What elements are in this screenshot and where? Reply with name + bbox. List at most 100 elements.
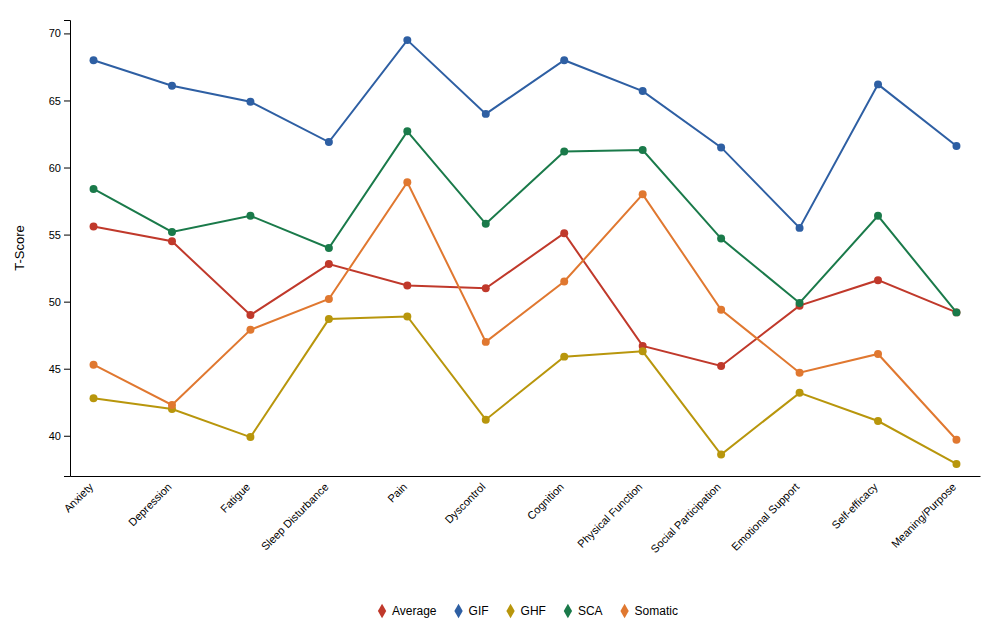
chart: 40455055606570AnxietyDepressionFatigueSl…	[0, 0, 1000, 636]
x-tick-label: Meaning/Purpose	[889, 480, 958, 549]
y-tick-label: 45	[49, 363, 61, 375]
series-marker	[325, 260, 333, 268]
series-marker	[90, 185, 98, 193]
series-marker	[952, 142, 960, 150]
series-marker	[874, 350, 882, 358]
series-marker	[90, 56, 98, 64]
x-tick-label: Depression	[126, 480, 174, 528]
series-marker	[639, 87, 647, 95]
series-marker	[560, 353, 568, 361]
y-tick: 60	[49, 162, 70, 174]
series-marker	[952, 308, 960, 316]
x-tick: Social Participation	[648, 480, 723, 555]
series-marker	[639, 146, 647, 154]
series	[90, 223, 961, 370]
y-tick-label: 55	[49, 229, 61, 241]
plot-area: 40455055606570AnxietyDepressionFatigueSl…	[12, 21, 981, 556]
y-tick-mark	[64, 33, 70, 34]
legend-label: GHF	[521, 604, 546, 618]
series-marker	[796, 369, 804, 377]
x-axis-line	[71, 476, 981, 477]
series-marker	[639, 347, 647, 355]
series-marker	[325, 315, 333, 323]
y-tick: 50	[49, 296, 70, 308]
y-tick: 45	[49, 363, 70, 375]
series-marker	[482, 416, 490, 424]
series-marker	[246, 311, 254, 319]
x-tick-label: Physical Function	[575, 480, 644, 549]
x-tick-label: Pain	[385, 480, 409, 504]
x-tick-label: Sleep Disturbance	[259, 480, 331, 552]
series-marker	[246, 212, 254, 220]
series-marker	[403, 282, 411, 290]
x-tick-label: Anxiety	[61, 480, 95, 514]
x-tick: Depression	[126, 480, 174, 528]
series-marker	[168, 401, 176, 409]
y-axis-title: T-Score	[12, 225, 27, 271]
series-marker	[325, 138, 333, 146]
x-tick: Physical Function	[575, 480, 644, 549]
x-tick: Anxiety	[61, 480, 95, 514]
legend-label: Somatic	[635, 604, 678, 618]
series-marker	[717, 143, 725, 151]
legend-label: SCA	[578, 604, 603, 618]
x-tick-label: Social Participation	[648, 480, 723, 555]
series-marker	[796, 224, 804, 232]
series-marker	[560, 229, 568, 237]
x-tick: Dyscontrol	[442, 480, 487, 525]
series-line	[94, 316, 957, 464]
series-marker	[90, 361, 98, 369]
series-marker	[717, 362, 725, 370]
data-marks	[90, 36, 961, 468]
series-marker	[796, 389, 804, 397]
series-marker	[482, 220, 490, 228]
series-marker	[639, 190, 647, 198]
series-marker	[168, 228, 176, 236]
series-marker	[90, 223, 98, 231]
y-tick-mark	[64, 168, 70, 169]
series	[90, 312, 961, 468]
series	[90, 36, 961, 232]
series-marker	[796, 299, 804, 307]
series-line	[94, 40, 957, 228]
legend-item: GHF	[506, 604, 546, 618]
series-marker	[90, 394, 98, 402]
y-tick-label: 65	[49, 94, 61, 106]
series-marker	[482, 110, 490, 118]
legend-item: GIF	[454, 604, 488, 618]
series-marker	[717, 306, 725, 314]
x-tick: Pain	[385, 480, 409, 504]
y-tick: 65	[49, 94, 70, 106]
series-marker	[952, 460, 960, 468]
legend-swatch	[506, 604, 514, 618]
x-tick-label: Self-efficacy	[829, 480, 880, 531]
y-tick-mark	[64, 369, 70, 370]
series-marker	[403, 127, 411, 135]
y-tick-label: 50	[49, 296, 61, 308]
y-tick-label: 70	[49, 27, 61, 39]
series-line	[94, 182, 957, 440]
series-marker	[482, 284, 490, 292]
legend-label: GIF	[469, 604, 489, 618]
y-tick-mark	[64, 100, 70, 101]
series-marker	[874, 276, 882, 284]
series-marker	[717, 235, 725, 243]
series-marker	[246, 433, 254, 441]
series-marker	[325, 295, 333, 303]
y-tick-mark	[64, 436, 70, 437]
y-tick: 40	[49, 430, 70, 442]
y-tick-mark	[64, 235, 70, 236]
legend-swatch	[378, 604, 386, 618]
series-marker	[325, 244, 333, 252]
y-axis-line	[64, 21, 71, 477]
series-marker	[952, 436, 960, 444]
series	[90, 127, 961, 316]
x-tick: Sleep Disturbance	[259, 480, 331, 552]
x-tick: Cognition	[525, 480, 566, 521]
series-marker	[874, 212, 882, 220]
x-tick-label: Dyscontrol	[442, 480, 487, 525]
legend-item: Average	[378, 604, 437, 618]
series-marker	[168, 237, 176, 245]
x-tick: Meaning/Purpose	[889, 480, 958, 549]
series-marker	[560, 147, 568, 155]
